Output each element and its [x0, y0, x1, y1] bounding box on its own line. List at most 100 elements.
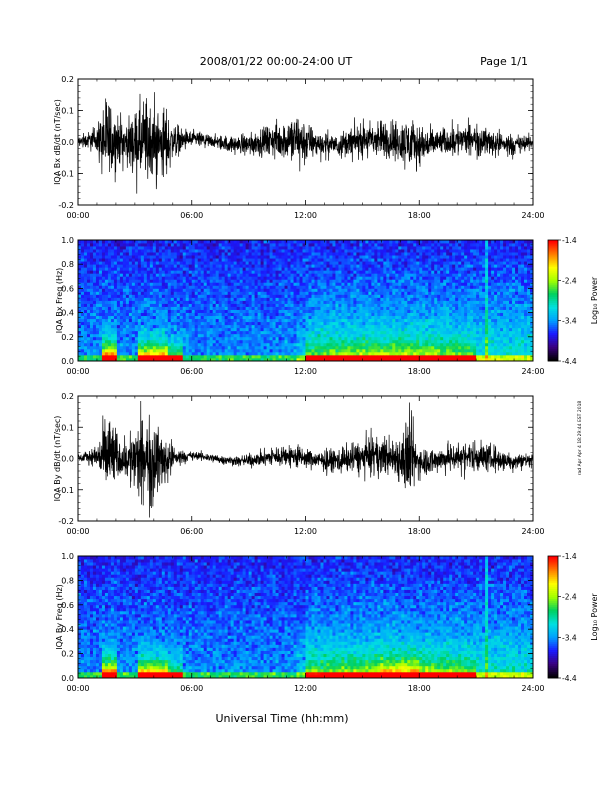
spectrogram-cell	[419, 300, 423, 304]
spectrogram-cell	[425, 249, 429, 253]
spectrogram-cell	[431, 336, 435, 341]
spectrogram-cell	[338, 339, 342, 344]
spectrogram-cell	[239, 339, 244, 344]
spectrogram-cell	[428, 333, 432, 338]
spectrogram-cell	[431, 324, 435, 329]
spectrogram-cell	[215, 294, 220, 298]
spectrogram-cell	[98, 351, 103, 356]
spectrogram-cell	[308, 285, 312, 289]
spectrogram-cell	[134, 303, 139, 307]
spectrogram-cell	[317, 345, 321, 350]
spectrogram-cell	[362, 258, 366, 262]
spectrogram-cell	[329, 324, 333, 329]
spectrogram-cell	[413, 315, 417, 320]
spectrogram-cell	[203, 255, 208, 259]
spectrogram-cell	[302, 261, 306, 265]
spectrogram-cell	[329, 303, 333, 307]
spectrogram-cell	[362, 279, 366, 283]
spectrogram-cell	[95, 246, 100, 250]
spectrogram-cell	[365, 345, 369, 350]
spectrogram-cell	[194, 273, 199, 277]
spectrogram-cell	[212, 321, 217, 326]
spectrogram-cell	[320, 249, 324, 253]
spectrogram-cell	[263, 339, 267, 344]
spectrogram-cell	[431, 282, 435, 286]
spectrogram-cell	[251, 294, 256, 298]
spectrogram-cell	[410, 300, 414, 304]
spectrogram-cell	[347, 273, 351, 277]
spectrogram-cell	[191, 252, 196, 256]
spectrogram-cell	[419, 342, 423, 347]
spectrogram-cell	[89, 309, 94, 313]
spectrogram-cell	[86, 273, 91, 277]
spectrogram-cell	[173, 279, 178, 283]
spectrogram-cell	[182, 291, 187, 295]
spectrogram-cell	[407, 324, 411, 329]
spectrogram-cell	[155, 303, 160, 307]
spectrogram-cell	[239, 321, 244, 326]
spectrogram-cell	[254, 357, 258, 362]
spectrogram-cell	[428, 330, 432, 335]
spectrogram-cell	[194, 288, 199, 292]
spectrogram-cell	[272, 336, 276, 341]
spectrogram-cell	[371, 267, 375, 271]
spectrogram-cell	[338, 291, 342, 295]
spectrogram-cell	[134, 357, 139, 362]
spectrogram-cell	[116, 258, 121, 262]
spectrogram-cell	[377, 261, 381, 265]
spectrogram-cell	[125, 255, 130, 259]
spectrogram-cell	[356, 246, 360, 250]
spectrogram-cell	[431, 303, 435, 307]
spectrogram-cell	[278, 339, 282, 344]
spectrogram-cell	[284, 306, 288, 310]
spectrogram-cell	[260, 351, 264, 356]
spectrogram-cell	[203, 315, 208, 320]
spectrogram-cell	[149, 315, 154, 320]
spectrogram-cell	[230, 258, 235, 262]
spectrogram-cell	[230, 327, 235, 332]
spectrogram-cell	[125, 261, 130, 265]
spectrogram-cell	[188, 297, 193, 301]
spectrogram-cell	[425, 345, 429, 350]
spectrogram-cell	[92, 240, 97, 244]
spectrogram-cell	[440, 288, 444, 292]
spectrogram-cell	[419, 345, 423, 350]
spectrogram-cell	[368, 297, 372, 301]
spectrogram-cell	[140, 255, 145, 259]
spectrogram-cell	[218, 327, 223, 332]
spectrogram-cell	[149, 351, 154, 356]
spectrogram-cell	[215, 309, 220, 313]
spectrogram-cell	[323, 333, 327, 338]
spectrogram-cell	[119, 270, 124, 274]
spectrogram-cell	[143, 249, 148, 253]
spectrogram-cell	[263, 273, 267, 277]
spectrogram-cell	[221, 282, 226, 286]
spectrogram-cell	[170, 276, 175, 280]
spectrogram-cell	[425, 243, 429, 247]
spectrogram-cell	[245, 351, 250, 356]
spectrogram-cell	[110, 330, 115, 335]
spectrogram-cell	[248, 261, 253, 265]
spectrogram-cell	[320, 243, 324, 247]
spectrogram-cell	[110, 324, 115, 329]
spectrogram-cell	[362, 336, 366, 341]
spectrogram-cell	[317, 276, 321, 280]
spectrogram-cell	[314, 267, 318, 271]
spectrogram-cell	[293, 342, 297, 347]
spectrogram-cell	[167, 267, 172, 271]
spectrogram-cell	[440, 354, 444, 359]
spectrogram-cell	[200, 300, 205, 304]
spectrogram-cell	[296, 327, 300, 332]
spectrogram-cell	[287, 255, 291, 259]
spectrogram-cell	[305, 339, 309, 344]
spectrogram-cell	[215, 306, 220, 310]
spectrogram-cell	[155, 288, 160, 292]
spectrogram-cell	[353, 315, 357, 320]
spectrogram-cell	[290, 258, 294, 262]
spectrogram-cell	[179, 315, 184, 320]
spectrogram-cell	[125, 276, 130, 280]
spectrogram-cell	[329, 357, 333, 362]
spectrogram-cell	[107, 282, 112, 286]
spectrogram-cell	[290, 357, 294, 362]
spectrogram-cell	[251, 249, 256, 253]
